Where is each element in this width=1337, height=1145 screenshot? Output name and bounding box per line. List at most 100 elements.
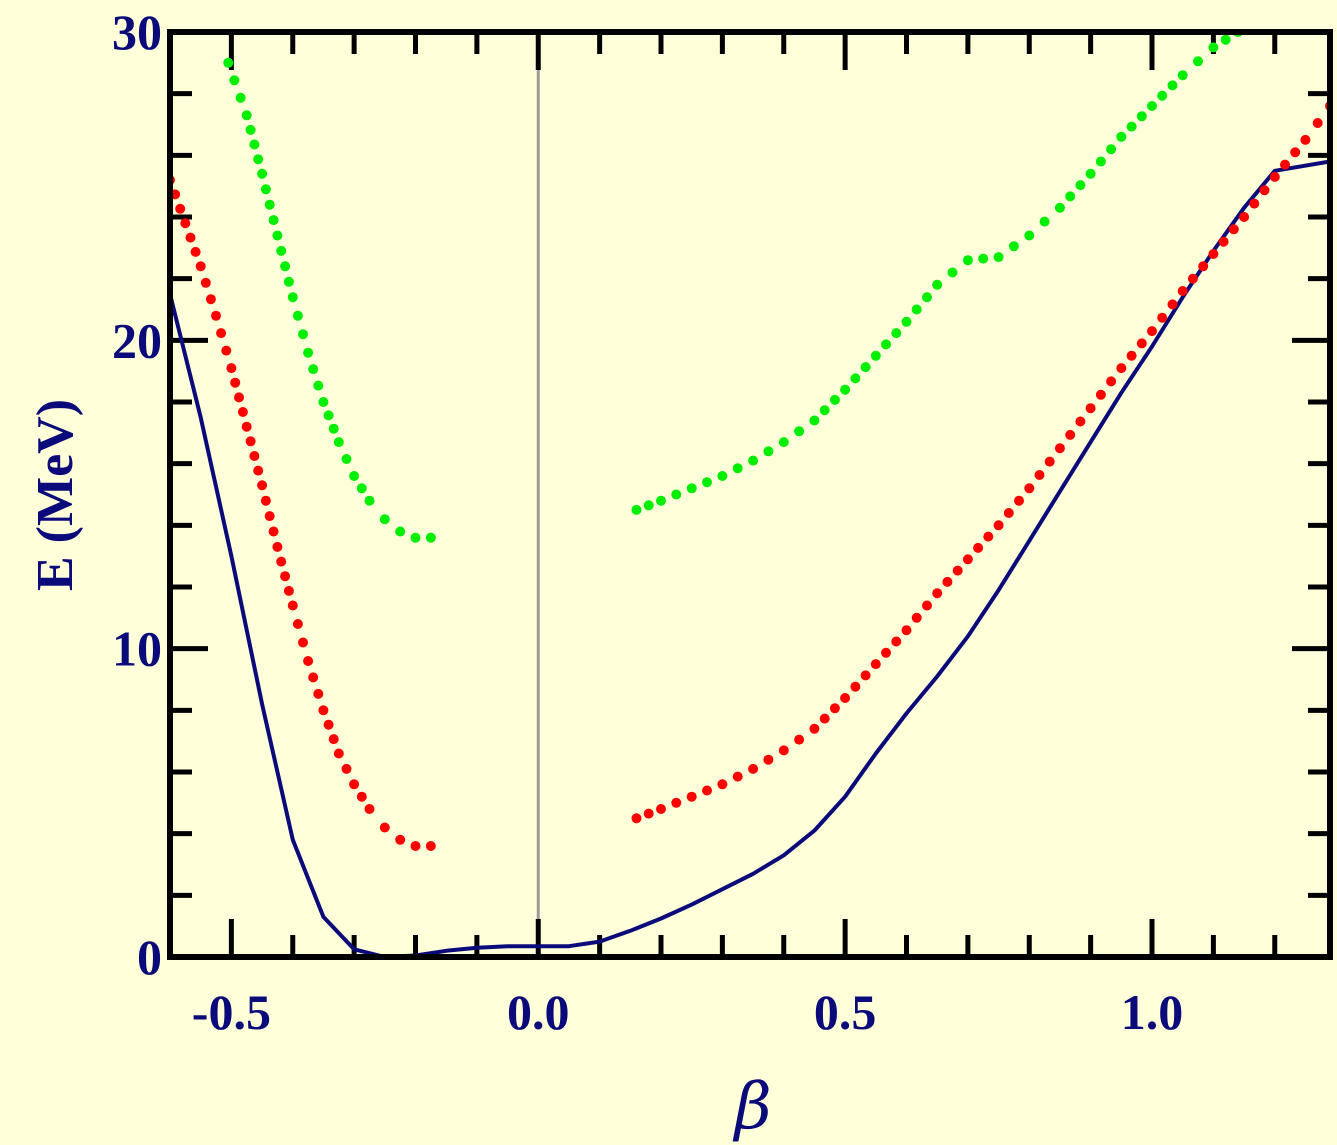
second-excited-point bbox=[253, 154, 264, 165]
first-excited-point bbox=[221, 345, 232, 356]
first-excited-point bbox=[922, 600, 932, 611]
first-excited-point bbox=[237, 407, 248, 417]
first-excited-point bbox=[341, 763, 352, 774]
second-excited-point bbox=[748, 455, 759, 466]
first-excited-point bbox=[732, 771, 743, 782]
first-excited-point bbox=[1106, 376, 1117, 387]
second-excited-point bbox=[1085, 168, 1096, 179]
first-excited-point bbox=[241, 421, 252, 432]
second-excited-point bbox=[223, 57, 234, 68]
first-excited-point bbox=[778, 745, 789, 756]
first-excited-point bbox=[200, 277, 211, 288]
second-excited-point bbox=[235, 92, 246, 103]
second-excited-point bbox=[1220, 34, 1231, 45]
second-excited-point bbox=[1136, 111, 1147, 122]
first-excited-point bbox=[840, 693, 851, 703]
first-excited-point bbox=[983, 531, 994, 542]
first-excited-point bbox=[257, 480, 268, 491]
second-excited-point bbox=[280, 261, 291, 272]
second-excited-point bbox=[241, 110, 252, 121]
first-excited-point bbox=[292, 619, 303, 629]
first-excited-point bbox=[1075, 416, 1086, 427]
first-excited-point bbox=[901, 625, 912, 636]
y-tick-label: 0 bbox=[137, 929, 162, 985]
second-excited-point bbox=[1039, 216, 1050, 227]
plot-frame bbox=[167, 29, 1333, 960]
second-excited-point bbox=[298, 329, 308, 340]
x-tick-label: -0.5 bbox=[192, 984, 271, 1040]
first-excited-point bbox=[308, 672, 319, 683]
second-excited-point bbox=[809, 415, 820, 426]
first-excited-point bbox=[260, 495, 271, 506]
first-excited-point bbox=[287, 600, 298, 611]
first-excited-point bbox=[1116, 363, 1127, 374]
first-excited-point bbox=[226, 363, 237, 374]
second-excited-point bbox=[410, 532, 421, 543]
first-excited-point bbox=[283, 585, 294, 596]
second-excited-point bbox=[686, 483, 697, 494]
first-excited-point bbox=[1280, 159, 1290, 170]
second-excited-point bbox=[1167, 80, 1178, 91]
second-excited-point bbox=[891, 328, 902, 339]
first-excited-point bbox=[1218, 236, 1229, 247]
first-excited-point bbox=[205, 294, 216, 305]
second-excited-point bbox=[272, 230, 283, 241]
first-excited-point bbox=[1208, 249, 1219, 259]
second-excited-point bbox=[283, 276, 294, 287]
y-tick-label: 20 bbox=[112, 312, 162, 368]
first-excited-point bbox=[211, 310, 221, 321]
second-excited-point bbox=[292, 310, 303, 321]
first-excited-point bbox=[313, 688, 324, 699]
first-excited-point bbox=[860, 670, 871, 681]
second-excited-point bbox=[947, 267, 958, 278]
second-excited-point bbox=[643, 500, 654, 511]
second-excited-point bbox=[911, 304, 922, 315]
first-excited-point bbox=[870, 659, 881, 670]
second-excited-point bbox=[323, 410, 334, 421]
first-excited-point bbox=[1147, 326, 1157, 337]
first-excited-point bbox=[1290, 147, 1301, 158]
first-excited-point bbox=[850, 681, 861, 692]
second-excited-point bbox=[333, 437, 344, 448]
y-tick-label: 30 bbox=[112, 4, 162, 60]
first-excited-point bbox=[175, 203, 186, 214]
first-excited-point bbox=[195, 261, 206, 272]
second-excited-point bbox=[763, 446, 774, 457]
first-excited-point bbox=[379, 822, 390, 833]
y-tick-label: 10 bbox=[112, 621, 162, 677]
data-series bbox=[170, 32, 1330, 957]
first-excited-point bbox=[932, 588, 943, 599]
first-excited-point bbox=[333, 748, 344, 759]
second-excited-point bbox=[257, 168, 268, 179]
second-excited-point bbox=[276, 245, 287, 256]
ground-state-curve bbox=[170, 159, 1330, 957]
second-excited-point bbox=[922, 292, 932, 303]
second-excited-point bbox=[656, 495, 666, 506]
second-excited-point bbox=[249, 139, 260, 150]
second-excited-point bbox=[268, 215, 279, 226]
second-excited-point bbox=[1008, 241, 1019, 252]
first-excited-point bbox=[1095, 389, 1106, 400]
x-axis-label: β bbox=[733, 1070, 772, 1144]
second-excited-point bbox=[1126, 121, 1137, 132]
x-tick-label: 1.0 bbox=[1121, 984, 1184, 1040]
second-excited-point bbox=[631, 504, 642, 515]
second-excited-point bbox=[1116, 131, 1127, 142]
second-excited-point bbox=[318, 397, 329, 407]
first-excited-point bbox=[717, 779, 728, 790]
first-excited-point bbox=[303, 656, 314, 666]
second-excited-point bbox=[260, 184, 271, 195]
x-tick-label: 0.5 bbox=[814, 984, 877, 1040]
first-excited-point bbox=[962, 554, 973, 565]
first-excited-point bbox=[180, 218, 191, 229]
first-excited-point bbox=[216, 328, 227, 339]
second-excited-point bbox=[978, 253, 989, 264]
second-excited-point bbox=[860, 362, 871, 373]
first-excited-point bbox=[1249, 198, 1260, 209]
second-excited-point bbox=[303, 347, 314, 358]
first-excited-point bbox=[819, 713, 830, 724]
first-excited-point bbox=[349, 779, 360, 790]
first-excited-point bbox=[1034, 470, 1045, 480]
first-excited-point bbox=[190, 246, 201, 257]
second-excited-point bbox=[229, 75, 240, 86]
